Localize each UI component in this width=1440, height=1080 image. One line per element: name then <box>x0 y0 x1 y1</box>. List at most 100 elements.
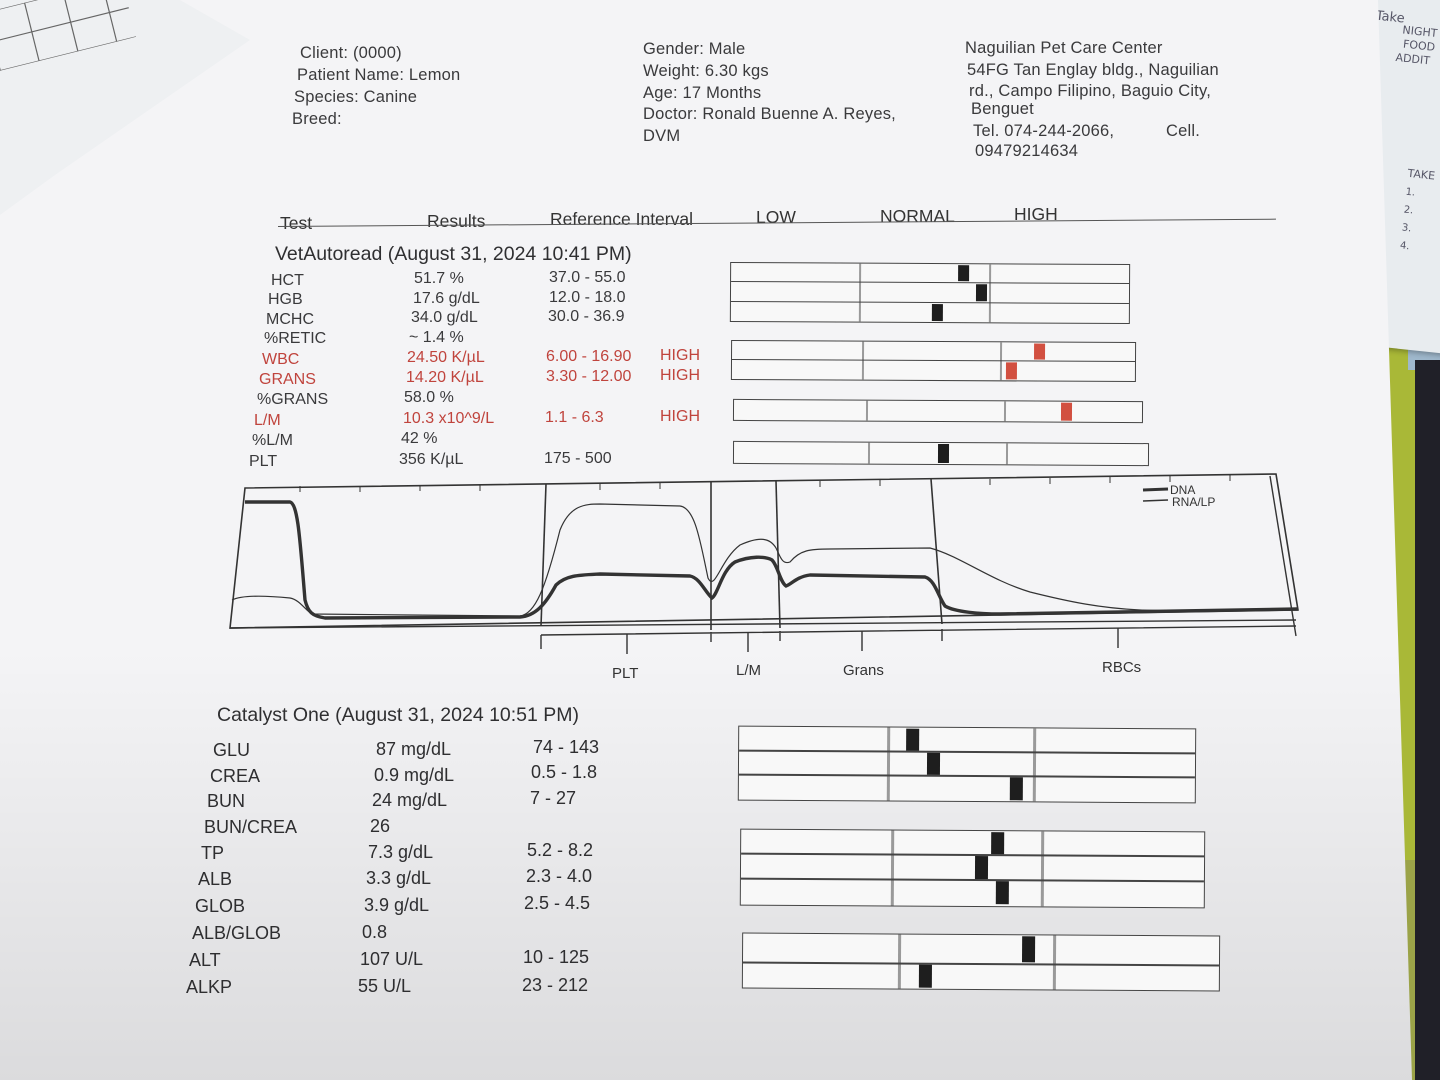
test-reference: 2.5 - 4.5 <box>524 893 591 913</box>
legend-rna-label: RNA/LP <box>1172 495 1215 509</box>
clinic-cell: 09479214634 <box>975 142 1079 160</box>
legend-dna-swatch <box>1142 487 1169 492</box>
patient-name-line: Patient Name: Lemon <box>297 66 461 84</box>
col-test: Test <box>280 213 313 233</box>
legend-dna-label: DNA <box>1170 483 1195 497</box>
doctor-title-line: DVM <box>643 127 681 145</box>
client-line: Client: (0000) <box>300 44 402 62</box>
clinic-address: 54FG Tan Englay bldg., Naguilian <box>967 61 1219 79</box>
test-name: %GRANS <box>257 391 329 408</box>
legend-rna-swatch <box>1142 499 1169 502</box>
test-name: ALKP <box>186 977 233 997</box>
test-name: GLU <box>213 740 251 760</box>
weight-line: Weight: 6.30 kgs <box>643 62 769 80</box>
row-divider <box>739 749 1196 755</box>
range-low-line <box>886 727 891 801</box>
test-reference: 1.1 - 6.3 <box>545 409 604 426</box>
test-name: ALB <box>198 869 233 889</box>
bun-marker <box>1009 777 1023 801</box>
test-result: 3.3 g/dL <box>366 868 432 888</box>
test-result: 42 % <box>401 430 438 447</box>
test-name: CREA <box>210 766 261 786</box>
test-name: %L/M <box>252 432 293 449</box>
region-label-grans: Grans <box>843 662 884 679</box>
test-name: GLOB <box>195 896 246 916</box>
clinic-cell-label: Cell. <box>1166 122 1201 140</box>
range-bar-group-renal <box>737 725 1197 804</box>
range-high-line <box>1052 935 1057 990</box>
region-label-rbcs: RBCs <box>1102 659 1141 676</box>
divider-grans <box>775 480 781 629</box>
test-name: GRANS <box>259 371 316 388</box>
alt-marker <box>1021 936 1036 963</box>
catalyst-title: Catalyst One (August 31, 2024 10:51 PM) <box>217 704 580 726</box>
test-result: 356 K/µL <box>399 451 464 468</box>
tp-marker <box>991 832 1005 855</box>
table-grid-fragment <box>0 0 137 76</box>
col-normal: NORMAL <box>880 206 955 226</box>
test-reference: 23 - 212 <box>522 975 589 995</box>
test-reference: 175 - 500 <box>544 450 612 467</box>
test-name: L/M <box>254 412 281 429</box>
col-reference: Reference Interval <box>550 209 693 229</box>
test-reference: 3.30 - 12.00 <box>546 368 632 385</box>
background-dark-object <box>1415 360 1440 1080</box>
test-result: 7.3 g/dL <box>368 842 434 862</box>
dna-curve <box>245 500 1299 620</box>
high-flag: HIGH <box>660 408 700 425</box>
clinic-address: Benguet <box>971 100 1034 118</box>
rna-lp-curve <box>231 503 1299 617</box>
test-name: %RETIC <box>264 330 327 347</box>
clinic-phone: Tel. 074-244-2066, <box>973 122 1115 140</box>
test-result: 26 <box>370 816 391 836</box>
test-result: 51.7 % <box>414 270 464 287</box>
test-name: WBC <box>262 351 300 368</box>
test-result: 107 U/L <box>360 949 424 969</box>
range-low-line <box>890 830 895 906</box>
test-reference: 37.0 - 55.0 <box>549 269 626 286</box>
test-name: MCHC <box>266 311 314 328</box>
test-result: 0.9 mg/dL <box>374 765 455 785</box>
background-paper-left <box>0 0 372 297</box>
test-reference: 74 - 143 <box>533 737 600 757</box>
test-reference: 10 - 125 <box>523 947 590 967</box>
test-name: BUN/CREA <box>204 817 298 837</box>
test-result: 34.0 g/dL <box>411 309 478 326</box>
test-name: TP <box>201 843 225 863</box>
clinic-address: rd., Campo Filipino, Baguio City, <box>969 82 1211 100</box>
col-results: Results <box>427 211 486 231</box>
test-reference: 2.3 - 4.0 <box>526 866 593 886</box>
vetautoread-title: VetAutoread (August 31, 2024 10:41 PM) <box>275 243 632 265</box>
alkp-marker <box>918 964 932 988</box>
divider-plt <box>540 483 547 627</box>
test-result: 24.50 K/µL <box>407 349 485 366</box>
glob-marker <box>995 881 1009 905</box>
test-name: ALB/GLOB <box>192 923 282 943</box>
histogram-frame <box>229 473 1299 629</box>
row-divider <box>741 852 1205 858</box>
high-flag: HIGH <box>660 367 700 384</box>
test-result: 55 U/L <box>358 976 412 996</box>
alb-marker <box>974 856 989 880</box>
breed-line: Breed: <box>292 110 342 128</box>
row-divider <box>742 961 1219 967</box>
test-result: 87 mg/dL <box>376 739 452 759</box>
test-result: 3.9 g/dL <box>364 895 430 915</box>
clinic-name: Naguilian Pet Care Center <box>965 39 1163 57</box>
test-reference: 0.5 - 1.8 <box>531 762 598 782</box>
high-flag: HIGH <box>660 347 700 364</box>
range-bar-group-protein <box>739 828 1206 909</box>
test-name: PLT <box>249 453 278 470</box>
region-label-lm: L/M <box>736 662 761 679</box>
test-name: BUN <box>207 791 246 811</box>
col-low: LOW <box>756 207 796 227</box>
range-bar-group-liver <box>741 932 1221 992</box>
test-reference: 7 - 27 <box>530 788 577 808</box>
region-bracket <box>540 625 1297 649</box>
test-result: 24 mg/dL <box>372 790 448 810</box>
glu-marker <box>906 728 920 751</box>
test-result: 17.6 g/dL <box>413 290 480 307</box>
crea-marker <box>926 752 941 775</box>
test-reference: 30.0 - 36.9 <box>548 308 625 325</box>
